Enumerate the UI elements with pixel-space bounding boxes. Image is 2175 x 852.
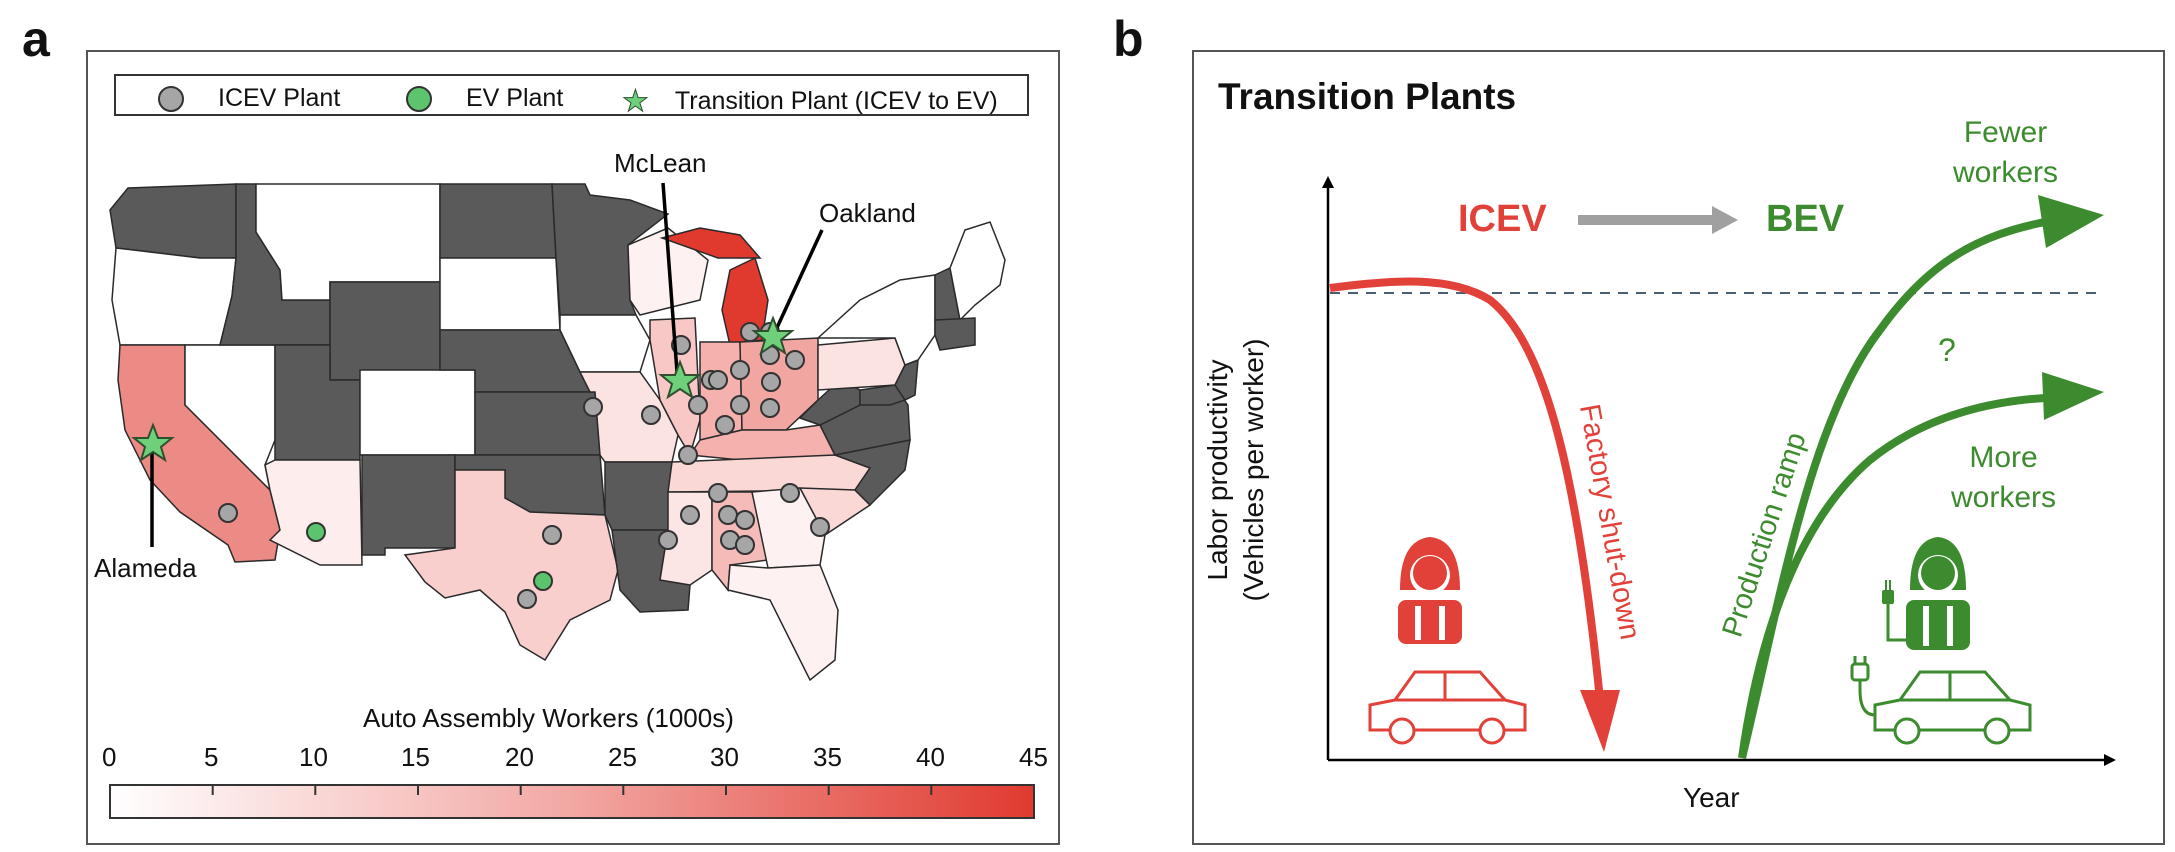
colorbar-tick: 5: [204, 742, 219, 772]
star-oakland: [751, 315, 795, 356]
label-alameda: Alameda: [94, 553, 197, 583]
state-michigan-upper: [659, 227, 762, 259]
more-line1: More: [1969, 441, 2038, 474]
colorbar-title: Auto Assembly Workers (1000s): [363, 703, 734, 733]
fewer-workers-label: Fewer workers: [1953, 113, 2058, 193]
question-mark: ?: [1938, 332, 1956, 368]
colorbar-tick: 25: [608, 742, 637, 772]
colorbar-tick: 20: [505, 742, 534, 772]
state-massachusetts: [934, 317, 976, 351]
fewer-workers-arrowhead: [2038, 195, 2104, 248]
shutdown-arrowhead: [1580, 690, 1620, 752]
bev-car-icon: [1850, 656, 2032, 745]
legend-ev-label: EV Plant: [466, 84, 564, 112]
legend-icev-label: ICEV Plant: [218, 84, 341, 112]
panel-a-frame: [86, 50, 1060, 845]
colorbar-tick: 15: [401, 742, 430, 772]
colorbar-tick: 10: [299, 742, 328, 772]
fewer-line1: Fewer: [1963, 116, 2048, 149]
colorbar: [109, 784, 1035, 819]
state-michigan-lower: [721, 256, 769, 346]
icev-worker-icon: [1398, 537, 1462, 644]
bev-worker-icon: [1882, 537, 1970, 650]
y-axis-label-line2: (Vehicles per worker): [1238, 338, 1269, 602]
state-maryland: [859, 384, 907, 406]
icev-car-icon: [1368, 670, 1527, 745]
fewer-line2: workers: [1953, 156, 2059, 189]
state-florida: [727, 564, 839, 682]
more-workers-arrowhead: [2042, 372, 2104, 420]
transition-arrow-icon: [1712, 206, 1738, 234]
legend-transition: ★ Transition Plant (ICEV to EV): [622, 84, 998, 119]
icev-label: ICEV: [1458, 198, 1547, 240]
icev-productivity-curve: [1329, 277, 1604, 701]
state-maine: [949, 221, 1006, 322]
colorbar-tick: 45: [1019, 742, 1048, 772]
legend-ev: EV Plant: [406, 84, 563, 113]
x-axis-label: Year: [1683, 782, 1740, 813]
panel-b-frame: [1192, 50, 2165, 845]
bev-curve-more-workers: [1738, 394, 2046, 759]
panel-a-letter: a: [22, 11, 50, 67]
bev-label: BEV: [1766, 198, 1845, 240]
panel-b-title: Transition Plants: [1218, 76, 1517, 117]
colorbar-tick: 0: [102, 742, 117, 772]
legend-icev: ICEV Plant: [158, 84, 340, 113]
colorbar-tick: 30: [710, 742, 739, 772]
colorbar-tick: 35: [813, 742, 842, 772]
colorbar-tick: 40: [916, 742, 945, 772]
legend-transition-label: Transition Plant (ICEV to EV): [674, 87, 998, 115]
y-axis-label: Labor productivity (Vehicles per worker): [1200, 339, 1272, 602]
state-arizona: [264, 459, 363, 566]
more-workers-label: More workers: [1951, 438, 2056, 518]
star-icon: ★: [622, 85, 650, 119]
label-oakland: Oakland: [819, 198, 916, 228]
ev-plant-icon: [406, 85, 432, 112]
star-alameda: [131, 422, 175, 463]
state-texas: [403, 469, 619, 662]
icev-plant-icon: [158, 85, 184, 112]
more-line2: workers: [1951, 481, 2057, 514]
y-axis-label-line1: Labor productivity: [1202, 359, 1233, 581]
label-mclean: McLean: [614, 148, 707, 178]
panel-b-letter: b: [1113, 11, 1144, 67]
star-mclean: [658, 359, 702, 400]
map-legend: ICEV Plant EV Plant ★ Transition Plant (…: [114, 74, 1029, 119]
